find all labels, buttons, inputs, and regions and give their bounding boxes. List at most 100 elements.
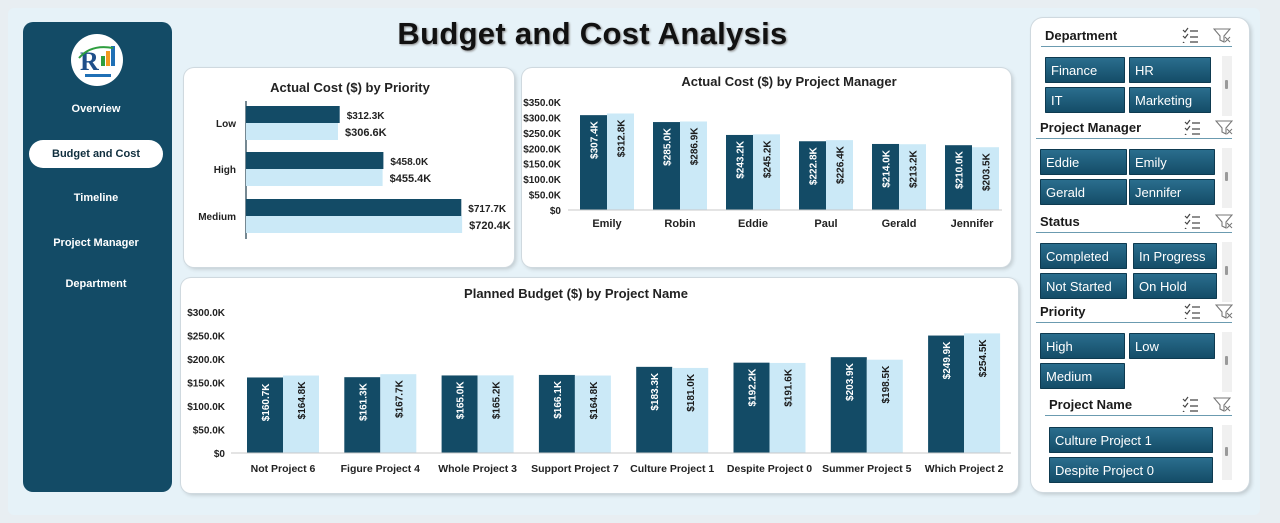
x-tick-label: Emily xyxy=(592,218,622,230)
clear-filter-icon[interactable] xyxy=(1213,27,1231,43)
slicer-divider xyxy=(1036,232,1232,233)
actual-bar xyxy=(830,357,867,453)
slicer-item[interactable]: Marketing xyxy=(1129,87,1211,113)
planned-bar xyxy=(672,367,709,453)
slicer-item[interactable]: Medium xyxy=(1040,363,1125,389)
slicer-item[interactable]: Eddie xyxy=(1040,149,1127,175)
nav-overview[interactable]: Overview xyxy=(71,103,121,115)
multi-select-icon[interactable] xyxy=(1183,213,1201,229)
actual-bar xyxy=(538,374,575,453)
slicer-item[interactable]: Jennifer xyxy=(1129,179,1215,205)
project-chart-card: Planned Budget ($) by Project Name $0 $50.… xyxy=(181,278,1018,493)
x-tick-label: Jennifer xyxy=(951,218,995,230)
slicer-scrollbar[interactable] xyxy=(1222,148,1232,208)
company-logo: R xyxy=(71,34,123,86)
slicer-item[interactable]: IT xyxy=(1045,87,1125,113)
planned-label: $455.4K xyxy=(390,173,432,185)
x-tick-label: Despite Project 0 xyxy=(727,463,812,475)
y-tick-label: $0 xyxy=(214,449,226,460)
slicer-scrollbar[interactable] xyxy=(1222,332,1232,392)
y-tick-label: $300.0K xyxy=(187,308,226,319)
actual-bar xyxy=(928,335,965,453)
nav-department[interactable]: Department xyxy=(65,278,127,290)
planned-bar xyxy=(574,375,611,453)
priority-chart-card: Actual Cost ($) by Priority Low $312.3K $30… xyxy=(184,68,514,267)
multi-select-icon[interactable] xyxy=(1183,119,1201,135)
slicer-item[interactable]: Not Started xyxy=(1040,273,1127,299)
clear-filter-icon[interactable] xyxy=(1215,119,1233,135)
planned-label: $213.2K xyxy=(909,149,920,188)
slicer-divider xyxy=(1045,415,1232,416)
slicer-item[interactable]: Completed xyxy=(1040,243,1127,269)
x-tick-label: Whole Project 3 xyxy=(438,463,517,475)
x-tick-label: Gerald xyxy=(882,218,917,230)
project-chart: Planned Budget ($) by Project Name $0 $50.… xyxy=(187,286,1011,475)
clear-filter-icon[interactable] xyxy=(1215,213,1233,229)
planned-bar xyxy=(246,123,338,140)
multi-select-icon[interactable] xyxy=(1183,303,1201,319)
y-tick-label: $50.0K xyxy=(529,191,562,202)
slicer-item[interactable]: Despite Project 0 xyxy=(1049,457,1213,483)
nav-project-manager[interactable]: Project Manager xyxy=(53,237,139,249)
slicer-title: Status xyxy=(1040,214,1080,229)
slicer-scrollbar[interactable] xyxy=(1222,425,1232,480)
clear-filter-icon[interactable] xyxy=(1215,303,1233,319)
y-tick-label: $150.0K xyxy=(187,379,226,390)
nav-timeline[interactable]: Timeline xyxy=(73,192,119,204)
slicer-item[interactable]: Emily xyxy=(1129,149,1215,175)
planned-bar xyxy=(899,144,926,210)
y-tick-label: $300.0K xyxy=(523,113,562,124)
planned-label: $245.2K xyxy=(763,140,774,179)
x-tick-label: Which Project 2 xyxy=(925,463,1004,475)
actual-bar xyxy=(344,377,381,453)
slicer-item[interactable]: Low xyxy=(1129,333,1215,359)
actual-bar xyxy=(945,145,972,210)
slicer-title: Department xyxy=(1045,28,1118,43)
x-tick-label: Robin xyxy=(664,218,695,230)
slicer-item[interactable]: Culture Project 1 xyxy=(1049,427,1213,453)
planned-label: $164.8K xyxy=(589,381,600,420)
x-tick-label: Paul xyxy=(814,218,837,230)
planned-label: $306.6K xyxy=(345,127,387,139)
slicer-item[interactable]: Gerald xyxy=(1040,179,1127,205)
planned-bar xyxy=(769,362,806,453)
slicer-item[interactable]: High xyxy=(1040,333,1125,359)
slicer-item[interactable]: In Progress xyxy=(1133,243,1217,269)
planned-bar xyxy=(866,359,903,453)
slicer-scrollbar[interactable] xyxy=(1222,242,1232,302)
slicer-item[interactable]: On Hold xyxy=(1133,273,1217,299)
actual-label: $717.7K xyxy=(468,204,507,215)
slicer-title: Project Manager xyxy=(1040,120,1142,135)
planned-label: $226.4K xyxy=(836,145,847,184)
actual-bar xyxy=(636,366,673,453)
actual-bar xyxy=(441,375,478,453)
actual-label: $243.2K xyxy=(736,140,747,179)
slicer-item[interactable]: Finance xyxy=(1045,57,1125,83)
x-tick-label: Not Project 6 xyxy=(251,463,316,475)
planned-label: $203.5K xyxy=(982,152,993,191)
y-tick-label: $250.0K xyxy=(523,129,562,140)
actual-bar xyxy=(246,199,462,216)
actual-bar xyxy=(733,362,770,453)
actual-label: $307.4K xyxy=(590,120,601,159)
planned-label: $720.4K xyxy=(469,220,511,232)
actual-label: $166.1K xyxy=(553,380,564,419)
x-tick-label: Culture Project 1 xyxy=(630,463,714,475)
y-tick-label: $0 xyxy=(550,206,562,217)
multi-select-icon[interactable] xyxy=(1181,396,1199,412)
y-tick-label: $350.0K xyxy=(523,98,562,109)
planned-label: $164.8K xyxy=(297,381,308,420)
y-tick-label: $200.0K xyxy=(523,144,562,155)
multi-select-icon[interactable] xyxy=(1181,27,1199,43)
slicer-scrollbar[interactable] xyxy=(1222,56,1232,116)
nav-budget-and-cost[interactable]: Budget and Cost xyxy=(29,140,163,168)
clear-filter-icon[interactable] xyxy=(1213,396,1231,412)
actual-bar xyxy=(246,106,340,123)
slicer-item[interactable]: HR xyxy=(1129,57,1211,83)
chart-title: Actual Cost ($) by Priority xyxy=(270,80,430,95)
planned-label: $181.0K xyxy=(686,373,697,412)
actual-label: $210.0K xyxy=(955,150,966,189)
planned-bar xyxy=(477,375,514,453)
planned-bar xyxy=(826,140,853,210)
actual-bar xyxy=(726,134,753,210)
